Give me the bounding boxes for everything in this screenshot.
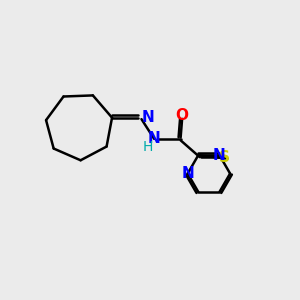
Text: S: S [218,150,230,165]
Text: N: N [181,166,194,181]
Text: N: N [213,148,226,163]
Text: O: O [176,108,189,123]
Text: N: N [148,131,161,146]
Text: H: H [142,140,153,154]
Text: N: N [142,110,155,125]
